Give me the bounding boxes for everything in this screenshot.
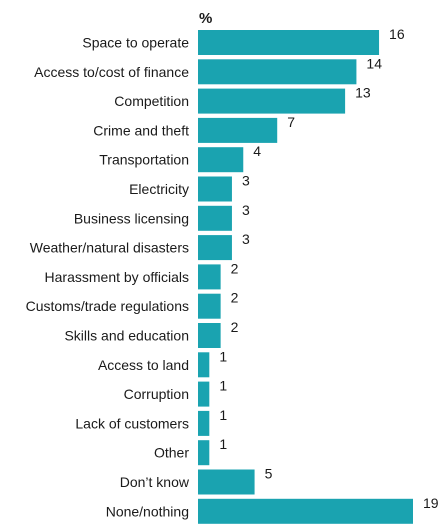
bar xyxy=(198,469,255,495)
category-label: Harassment by officials xyxy=(45,269,189,285)
category-label: Customs/trade regulations xyxy=(26,298,189,314)
category-label: Corruption xyxy=(124,386,189,402)
value-label: 4 xyxy=(253,143,261,159)
value-label: 2 xyxy=(231,290,239,306)
category-label: Business licensing xyxy=(74,210,189,226)
category-labels: Space to operate Access to/cost of financ… xyxy=(26,35,190,520)
value-label: 3 xyxy=(242,202,250,218)
value-label: 7 xyxy=(287,114,295,130)
bars xyxy=(198,30,413,524)
bar xyxy=(198,30,380,55)
bar xyxy=(198,352,210,378)
category-label: Skills and education xyxy=(64,328,189,344)
category-label: Access to land xyxy=(98,357,189,373)
bar xyxy=(198,176,232,202)
bar xyxy=(198,323,221,348)
bar xyxy=(198,264,221,290)
value-label: 14 xyxy=(366,55,382,71)
category-label: Weather/natural disasters xyxy=(30,240,189,256)
bar xyxy=(198,235,232,261)
value-label: 1 xyxy=(219,378,227,394)
category-label: Electricity xyxy=(129,181,189,197)
category-label: Lack of customers xyxy=(75,415,189,431)
unit-label: % xyxy=(199,10,212,27)
bar xyxy=(198,88,346,114)
bar xyxy=(198,381,210,407)
value-label: 16 xyxy=(389,26,405,42)
category-label: Transportation xyxy=(99,152,189,168)
category-label: Other xyxy=(154,445,189,461)
value-label: 1 xyxy=(219,407,227,423)
category-label: Don’t know xyxy=(120,474,190,490)
bar xyxy=(198,293,221,319)
bar xyxy=(198,147,244,173)
bar xyxy=(198,498,413,524)
bar xyxy=(198,117,278,143)
category-label: Space to operate xyxy=(82,35,189,51)
value-label: 3 xyxy=(242,173,250,189)
category-label: Crime and theft xyxy=(93,122,189,138)
bar xyxy=(198,59,357,85)
bar xyxy=(198,410,210,436)
value-label: 3 xyxy=(242,231,250,247)
category-label: Access to/cost of finance xyxy=(34,64,189,80)
bar xyxy=(198,205,232,231)
bar xyxy=(198,440,210,466)
value-label: 2 xyxy=(231,260,239,276)
value-label: 5 xyxy=(265,466,273,482)
value-label: 19 xyxy=(423,495,439,511)
value-label: 13 xyxy=(355,85,371,101)
category-label: None/nothing xyxy=(106,503,189,519)
category-label: Competition xyxy=(114,93,189,109)
value-label: 2 xyxy=(231,319,239,335)
value-label: 1 xyxy=(219,436,227,452)
value-label: 1 xyxy=(219,348,227,364)
